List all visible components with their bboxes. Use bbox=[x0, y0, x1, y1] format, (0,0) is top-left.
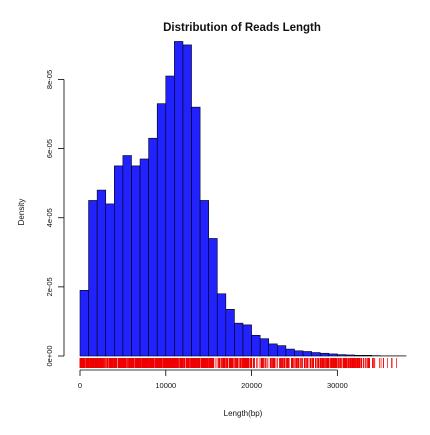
histogram-bar bbox=[114, 166, 123, 356]
histogram-bar bbox=[269, 344, 278, 356]
histogram-bar bbox=[149, 138, 158, 356]
x-axis: 0 10000 20000 30000 bbox=[78, 370, 348, 390]
histogram-bar bbox=[234, 323, 243, 356]
histogram-bar bbox=[106, 204, 115, 356]
histogram-bar bbox=[277, 346, 286, 356]
histogram-bar bbox=[97, 190, 106, 356]
histogram-bar bbox=[166, 76, 175, 356]
y-tick-label: 4e-05 bbox=[45, 208, 54, 227]
x-tick-label: 10000 bbox=[155, 381, 176, 390]
histogram-bar bbox=[286, 349, 295, 356]
histogram-bar bbox=[183, 45, 192, 356]
histogram-bar bbox=[80, 290, 89, 356]
histogram-bar bbox=[226, 309, 235, 356]
x-tick-label: 0 bbox=[78, 381, 82, 390]
y-axis-label: Density bbox=[17, 199, 26, 226]
histogram-bar bbox=[363, 355, 372, 356]
histogram-bar bbox=[337, 355, 346, 356]
histogram-bar bbox=[260, 339, 269, 356]
histogram-bar bbox=[131, 166, 140, 356]
x-tick-label: 30000 bbox=[327, 381, 348, 390]
y-tick-label: 8e-05 bbox=[45, 70, 54, 89]
histogram-bar bbox=[252, 335, 261, 356]
histogram-bar bbox=[200, 200, 209, 356]
histogram-bar bbox=[243, 325, 252, 356]
histogram-bar bbox=[329, 354, 338, 356]
histogram-bar bbox=[192, 107, 201, 356]
histogram-bar bbox=[346, 355, 355, 356]
histogram-bar bbox=[89, 200, 98, 356]
y-axis: 0e+00 2e-05 4e-05 6e-05 8e-05 bbox=[45, 70, 64, 367]
histogram-bar bbox=[217, 294, 226, 356]
histogram-bar bbox=[123, 156, 132, 356]
histogram-bar bbox=[303, 352, 312, 356]
y-tick-label: 6e-05 bbox=[45, 139, 54, 158]
histogram-bar bbox=[157, 104, 166, 356]
histogram-bar bbox=[355, 355, 364, 356]
histogram-bar bbox=[320, 353, 329, 356]
histogram-bar bbox=[140, 159, 149, 356]
x-tick-label: 20000 bbox=[241, 381, 262, 390]
chart-title: Distribution of Reads Length bbox=[163, 22, 321, 34]
histogram-bars bbox=[80, 41, 406, 356]
y-tick-label: 2e-05 bbox=[45, 277, 54, 296]
histogram-bar bbox=[174, 41, 183, 356]
histogram-bar bbox=[294, 351, 303, 356]
histogram-bar bbox=[209, 238, 218, 356]
rug-marks bbox=[80, 358, 396, 368]
x-axis-label: Length(bp) bbox=[224, 409, 263, 418]
histogram-bar bbox=[312, 353, 321, 356]
y-tick-label: 0e+00 bbox=[45, 345, 54, 366]
